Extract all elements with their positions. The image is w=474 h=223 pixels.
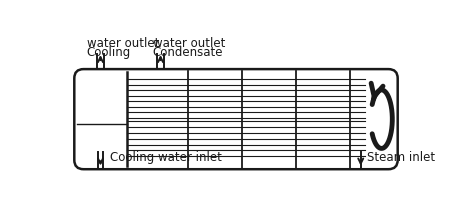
Text: water outlet: water outlet bbox=[87, 37, 159, 50]
FancyBboxPatch shape bbox=[74, 69, 398, 169]
Text: Cooling: Cooling bbox=[87, 46, 131, 59]
Text: Condensate: Condensate bbox=[153, 46, 223, 59]
Text: Steam inlet: Steam inlet bbox=[367, 151, 435, 164]
Text: water outlet: water outlet bbox=[153, 37, 225, 50]
Text: Cooling water inlet: Cooling water inlet bbox=[109, 151, 221, 164]
